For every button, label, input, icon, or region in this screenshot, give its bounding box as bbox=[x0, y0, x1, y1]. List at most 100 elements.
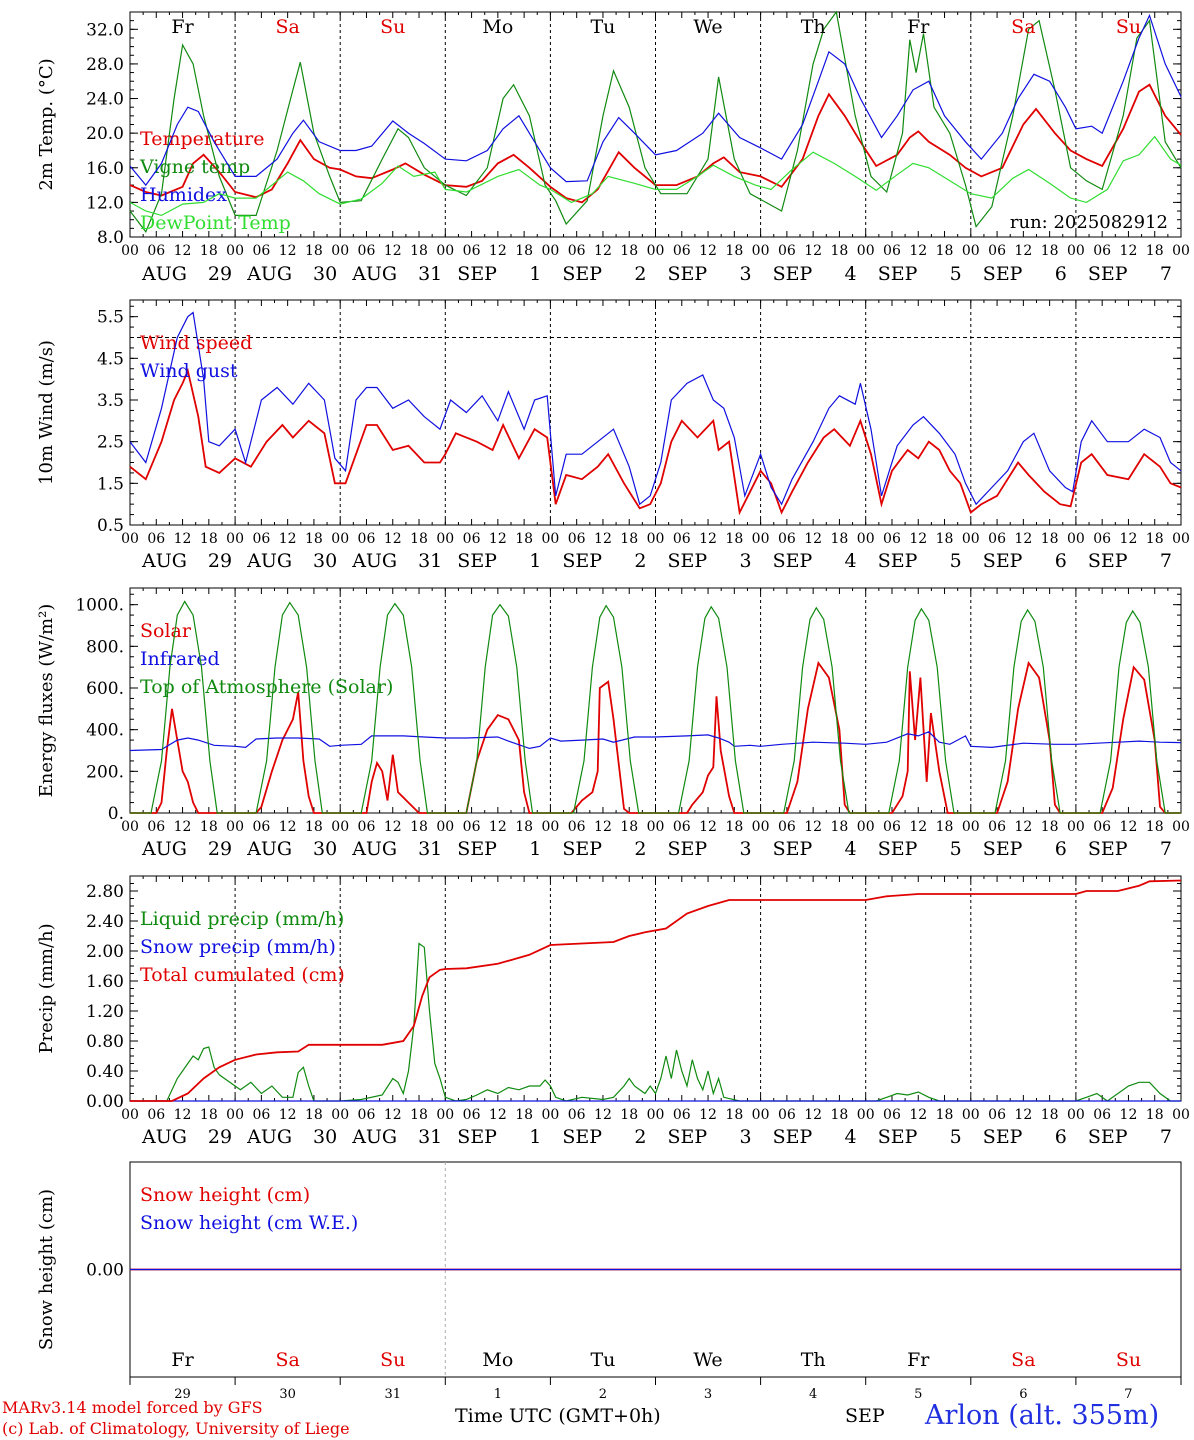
legend-entry: Liquid precip (mm/h) bbox=[140, 908, 344, 930]
y-tick-label: 2.00 bbox=[86, 942, 124, 962]
hour-tick-label: 18 bbox=[200, 819, 218, 835]
date-month-label: SEP bbox=[983, 550, 1023, 572]
legend-entry: Snow precip (mm/h) bbox=[140, 936, 336, 958]
hour-tick-label: 00 bbox=[1172, 243, 1190, 259]
date-month-label: SEP bbox=[773, 1126, 813, 1148]
time-axis-label: Time UTC (GMT+0h) bbox=[455, 1405, 661, 1427]
date-month-label: SEP bbox=[773, 838, 813, 860]
date-day-label: 3 bbox=[739, 838, 751, 860]
legend-entry: Snow height (cm) bbox=[140, 1184, 310, 1206]
day-number-label: 4 bbox=[809, 1387, 817, 1402]
y-tick-label: 1.60 bbox=[86, 972, 124, 992]
date-day-label: 7 bbox=[1160, 550, 1172, 572]
hour-tick-label: 12 bbox=[279, 819, 297, 835]
series-line-2 bbox=[129, 10, 1182, 233]
series-line-2 bbox=[129, 311, 1182, 506]
date-month-label: AUG bbox=[351, 838, 397, 860]
hour-tick-label: 06 bbox=[883, 531, 901, 547]
date-month-label: SEP bbox=[878, 263, 918, 285]
legend-entry: Snow height (cm W.E.) bbox=[140, 1212, 358, 1234]
date-day-label: 7 bbox=[1160, 1126, 1172, 1148]
date-month-label: SEP bbox=[1088, 838, 1128, 860]
hour-tick-label: 18 bbox=[831, 1107, 849, 1123]
hour-tick-label: 06 bbox=[1093, 531, 1111, 547]
date-day-label: 5 bbox=[950, 838, 962, 860]
hour-tick-label: 06 bbox=[147, 243, 165, 259]
hour-tick-label: 06 bbox=[252, 243, 270, 259]
hour-tick-label: 00 bbox=[647, 1107, 665, 1123]
hour-tick-label: 12 bbox=[594, 243, 612, 259]
date-day-label: 30 bbox=[313, 550, 337, 572]
hour-tick-label: 00 bbox=[857, 243, 875, 259]
hour-tick-label: 18 bbox=[725, 819, 743, 835]
hour-tick-label: 06 bbox=[778, 243, 796, 259]
series-line-1 bbox=[129, 367, 1182, 516]
hour-tick-label: 18 bbox=[200, 1107, 218, 1123]
date-day-label: 29 bbox=[208, 1126, 232, 1148]
hour-tick-label: 00 bbox=[121, 819, 139, 835]
hour-tick-label: 00 bbox=[121, 531, 139, 547]
date-day-label: 31 bbox=[418, 263, 442, 285]
hour-tick-label: 12 bbox=[1014, 531, 1032, 547]
date-day-label: 29 bbox=[208, 263, 232, 285]
date-day-label: 4 bbox=[845, 263, 857, 285]
hour-tick-label: 00 bbox=[226, 819, 244, 835]
hour-tick-label: 18 bbox=[1041, 243, 1059, 259]
hour-tick-label: 12 bbox=[1120, 819, 1138, 835]
hour-tick-label: 12 bbox=[699, 819, 717, 835]
day-number-label: 6 bbox=[1019, 1387, 1027, 1402]
hour-tick-label: 00 bbox=[752, 819, 770, 835]
credit-model: MARv3.14 model forced by GFS bbox=[2, 1398, 263, 1417]
hour-tick-label: 18 bbox=[831, 531, 849, 547]
date-day-label: 4 bbox=[845, 1126, 857, 1148]
weekday-label-bottom: Fr bbox=[171, 1349, 194, 1371]
hour-tick-label: 12 bbox=[174, 531, 192, 547]
hour-tick-label: 18 bbox=[1041, 1107, 1059, 1123]
date-day-label: 3 bbox=[739, 263, 751, 285]
hour-tick-label: 12 bbox=[384, 531, 402, 547]
date-day-label: 30 bbox=[313, 1126, 337, 1148]
y-tick-label: 3.5 bbox=[97, 391, 124, 411]
hour-tick-label: 12 bbox=[594, 531, 612, 547]
weekday-label-bottom: Su bbox=[380, 1349, 405, 1371]
hour-tick-label: 12 bbox=[1120, 243, 1138, 259]
date-month-label: AUG bbox=[246, 550, 292, 572]
series-line-3 bbox=[129, 13, 1182, 187]
panel-frame bbox=[129, 587, 1182, 814]
y-tick-label: 400. bbox=[86, 721, 124, 741]
y-tick-label: 2.40 bbox=[86, 912, 124, 932]
y-tick-label: 600. bbox=[86, 679, 124, 699]
day-number-label: 5 bbox=[914, 1387, 922, 1402]
date-day-label: 31 bbox=[418, 550, 442, 572]
hour-tick-label: 18 bbox=[831, 819, 849, 835]
hour-tick-label: 00 bbox=[1067, 243, 1085, 259]
series-line-2 bbox=[129, 731, 1182, 752]
day-number-label: 29 bbox=[174, 1387, 191, 1402]
hour-tick-label: 00 bbox=[752, 531, 770, 547]
date-month-label: SEP bbox=[668, 838, 708, 860]
date-day-label: 1 bbox=[529, 550, 541, 572]
footer-month-label: SEP bbox=[845, 1405, 885, 1427]
hour-tick-label: 06 bbox=[463, 1107, 481, 1123]
y-tick-label: 5.5 bbox=[97, 308, 124, 328]
date-month-label: AUG bbox=[141, 263, 187, 285]
date-month-label: SEP bbox=[457, 1126, 497, 1148]
hour-tick-label: 06 bbox=[463, 531, 481, 547]
hour-tick-label: 06 bbox=[568, 243, 586, 259]
date-month-label: SEP bbox=[562, 550, 602, 572]
hour-tick-label: 00 bbox=[541, 531, 559, 547]
y-tick-label: 16.0 bbox=[86, 159, 124, 179]
date-day-label: 6 bbox=[1055, 1126, 1067, 1148]
hour-tick-label: 00 bbox=[857, 819, 875, 835]
hour-tick-label: 06 bbox=[147, 1107, 165, 1123]
y-tick-label: 0.40 bbox=[86, 1062, 124, 1082]
hour-tick-label: 12 bbox=[1120, 531, 1138, 547]
hour-tick-label: 00 bbox=[436, 243, 454, 259]
y-tick-label: 800. bbox=[86, 637, 124, 657]
date-day-label: 6 bbox=[1055, 838, 1067, 860]
hour-tick-label: 06 bbox=[358, 1107, 376, 1123]
hour-tick-label: 00 bbox=[647, 531, 665, 547]
legend-entry: Temperature bbox=[140, 128, 264, 150]
date-day-label: 3 bbox=[739, 550, 751, 572]
hour-tick-label: 06 bbox=[358, 243, 376, 259]
